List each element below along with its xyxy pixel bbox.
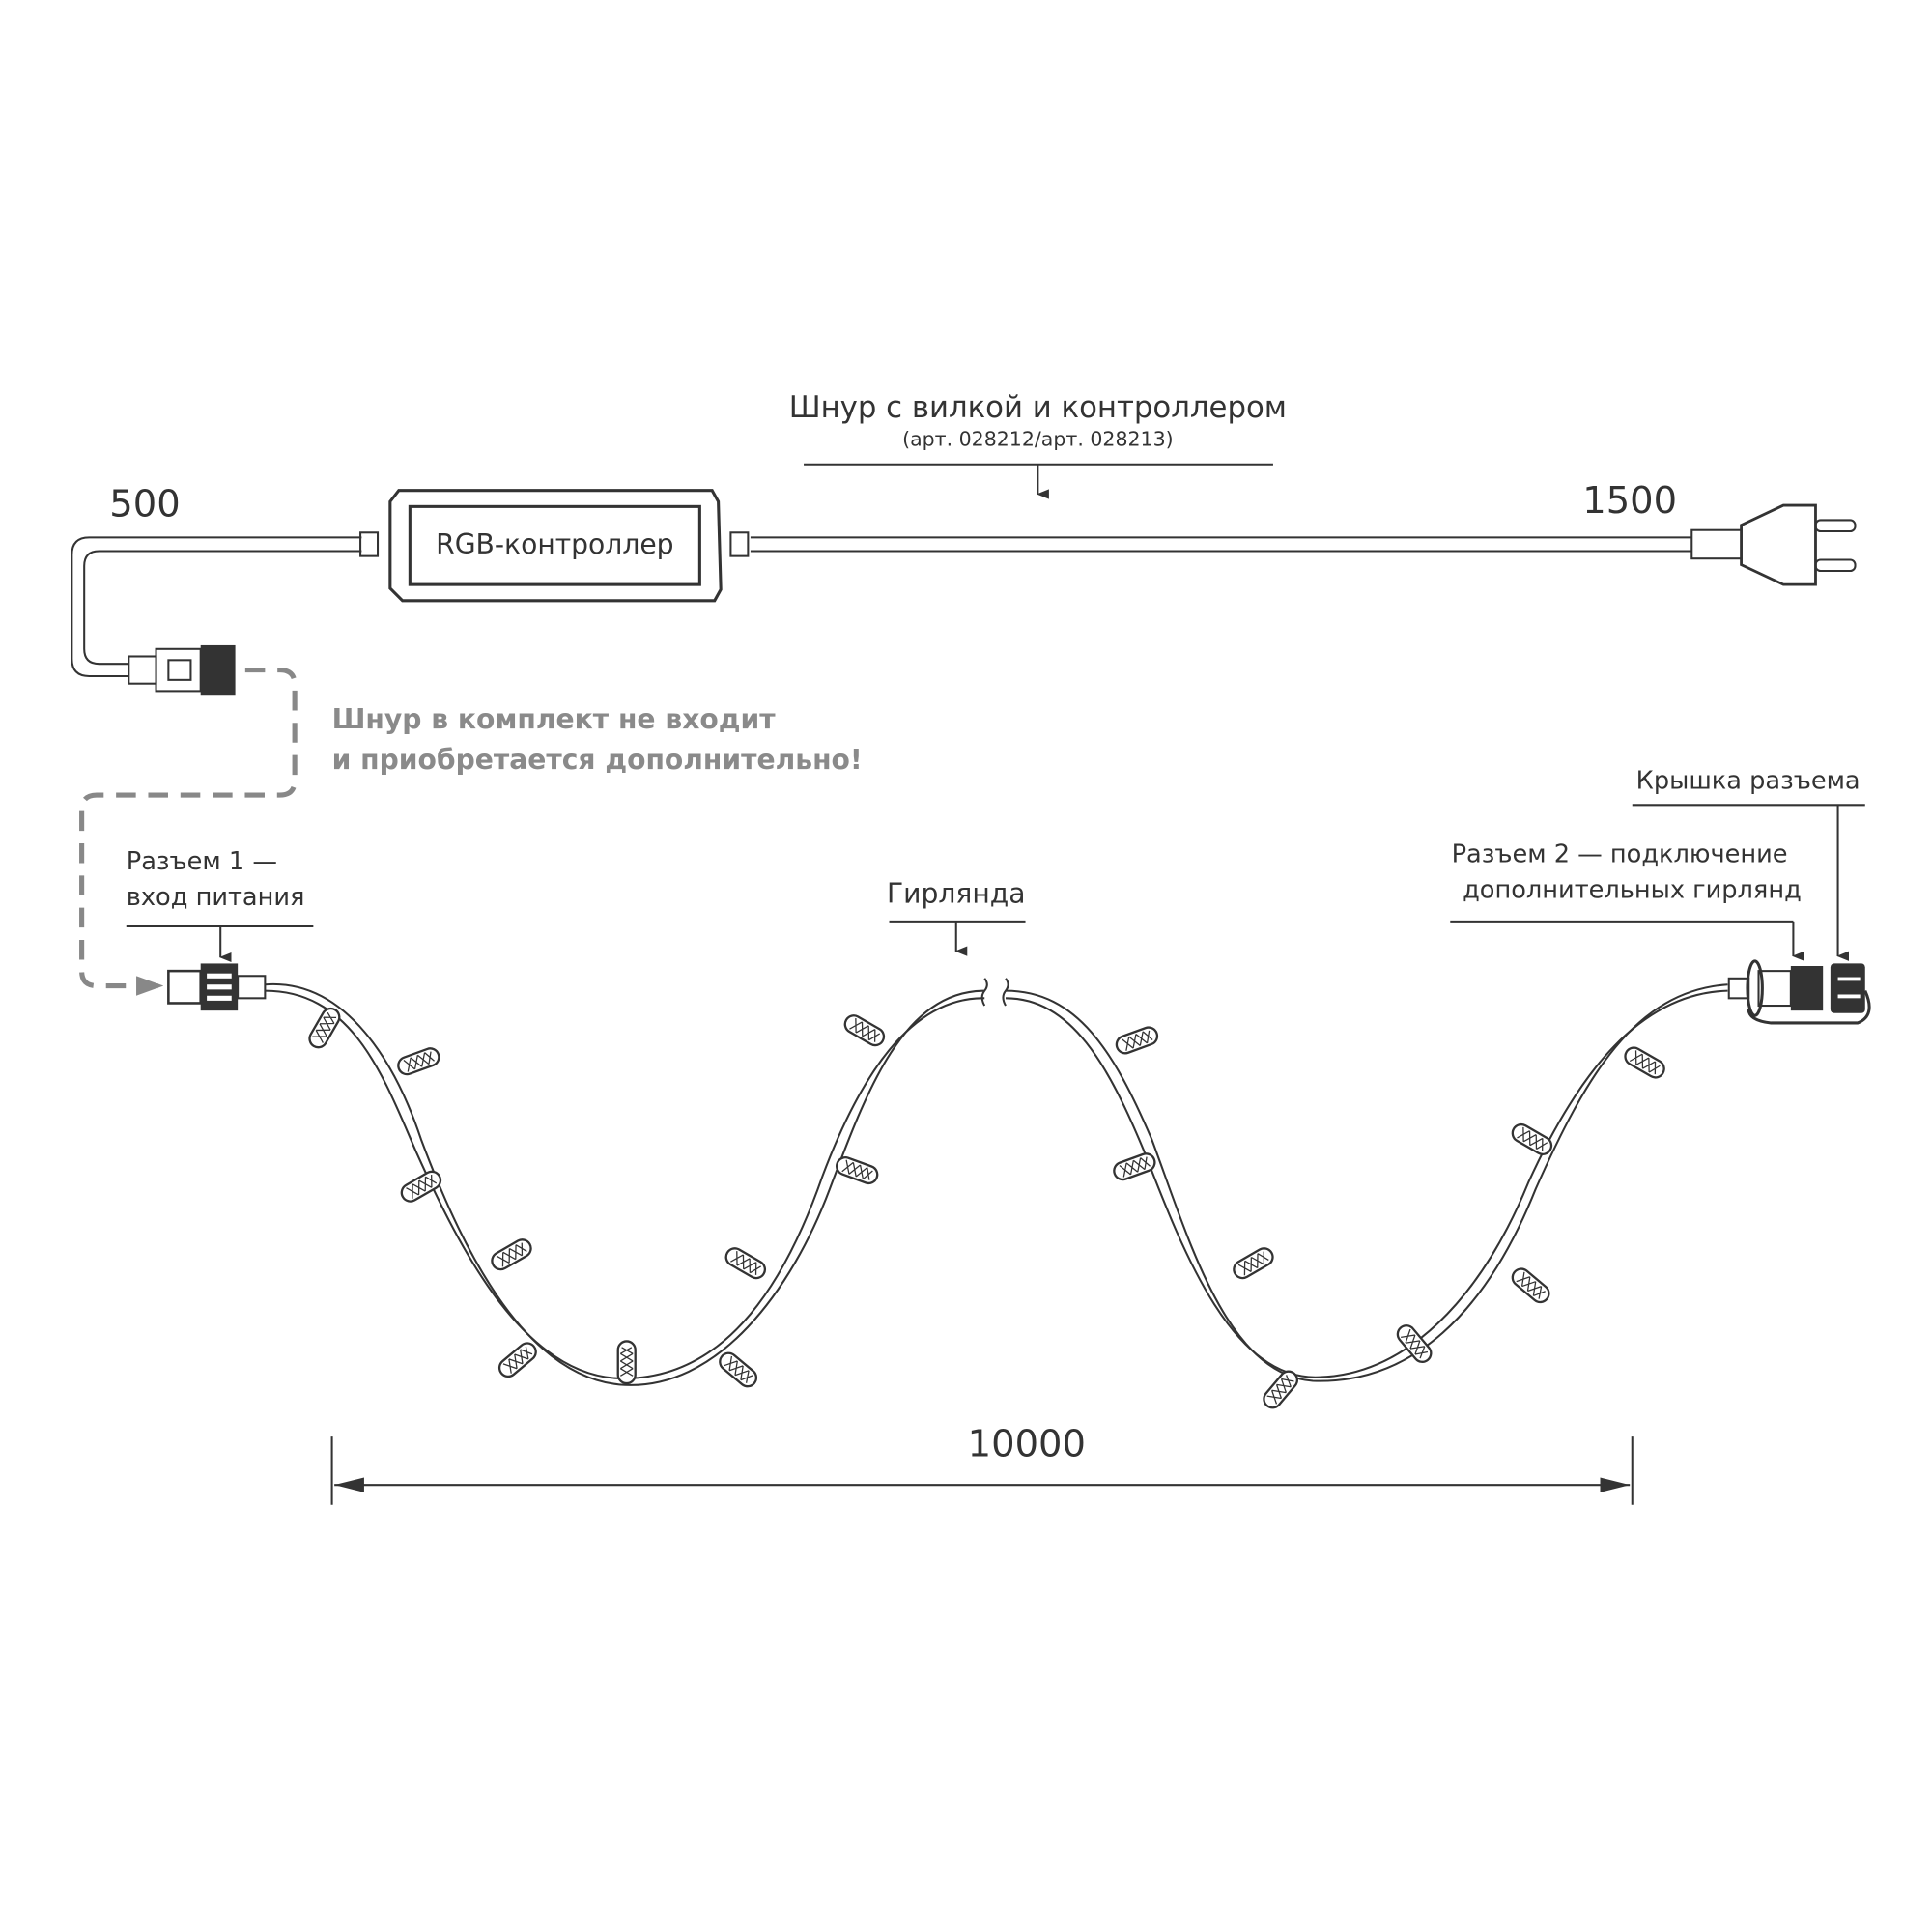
bulb-icon xyxy=(1396,1324,1433,1363)
bulb-icon xyxy=(397,1047,440,1076)
connector1-line2: вход питания xyxy=(127,883,305,912)
bulb-icon xyxy=(843,1014,886,1047)
bulb-icon xyxy=(1511,1122,1553,1156)
bulb-icon xyxy=(616,1340,637,1385)
length-dimension: 10000 xyxy=(330,1423,1634,1505)
bulb-icon xyxy=(400,1170,442,1203)
garland-bulbs xyxy=(308,1007,1665,1409)
note-line2: и приобретается дополнительно! xyxy=(332,744,863,776)
bulb-icon xyxy=(491,1238,532,1271)
controller-label: RGB-контроллер xyxy=(436,528,673,560)
optional-cord-dashed xyxy=(79,668,298,996)
bulb-icon xyxy=(1113,1152,1156,1181)
cord-article: (арт. 028212/арт. 028213) xyxy=(902,428,1174,451)
cord-title: Шнур с вилкой и контроллером xyxy=(789,390,1287,425)
cord-callout: Шнур с вилкой и контроллером (арт. 02821… xyxy=(789,390,1287,499)
cord-connector-icon xyxy=(128,644,236,696)
length-right: 1500 xyxy=(1582,479,1677,523)
bulb-icon xyxy=(1511,1267,1550,1304)
connector1-icon xyxy=(167,963,267,1011)
bulb-icon xyxy=(497,1342,537,1378)
bulb-icon xyxy=(1263,1370,1299,1409)
garland-length: 10000 xyxy=(968,1423,1086,1466)
bulb-icon xyxy=(836,1156,879,1185)
bulb-icon xyxy=(719,1351,758,1388)
bulb-icon xyxy=(1115,1026,1159,1055)
power-cord xyxy=(71,531,1692,678)
length-left: 500 xyxy=(109,483,180,526)
bulb-icon xyxy=(1233,1247,1274,1280)
rgb-controller: RGB-контроллер xyxy=(388,489,723,603)
connector2-icon xyxy=(1727,959,1824,1017)
garland-label: Гирлянда xyxy=(887,878,1026,910)
bulb-icon xyxy=(308,1007,341,1049)
connector2-line2: дополнительных гирлянд xyxy=(1463,875,1802,904)
note-line1: Шнур в комплект не входит xyxy=(332,703,777,735)
garland-wire xyxy=(265,978,1728,1386)
connector2-line1: Разъем 2 — подключение xyxy=(1452,839,1788,868)
connector1-line1: Разъем 1 — xyxy=(127,847,277,876)
bulb-icon xyxy=(1624,1046,1665,1079)
cap-label: Крышка разъема xyxy=(1636,767,1861,796)
bulb-icon xyxy=(724,1247,767,1280)
connector-cap-icon xyxy=(1747,963,1871,1025)
power-plug-icon xyxy=(1690,503,1857,586)
